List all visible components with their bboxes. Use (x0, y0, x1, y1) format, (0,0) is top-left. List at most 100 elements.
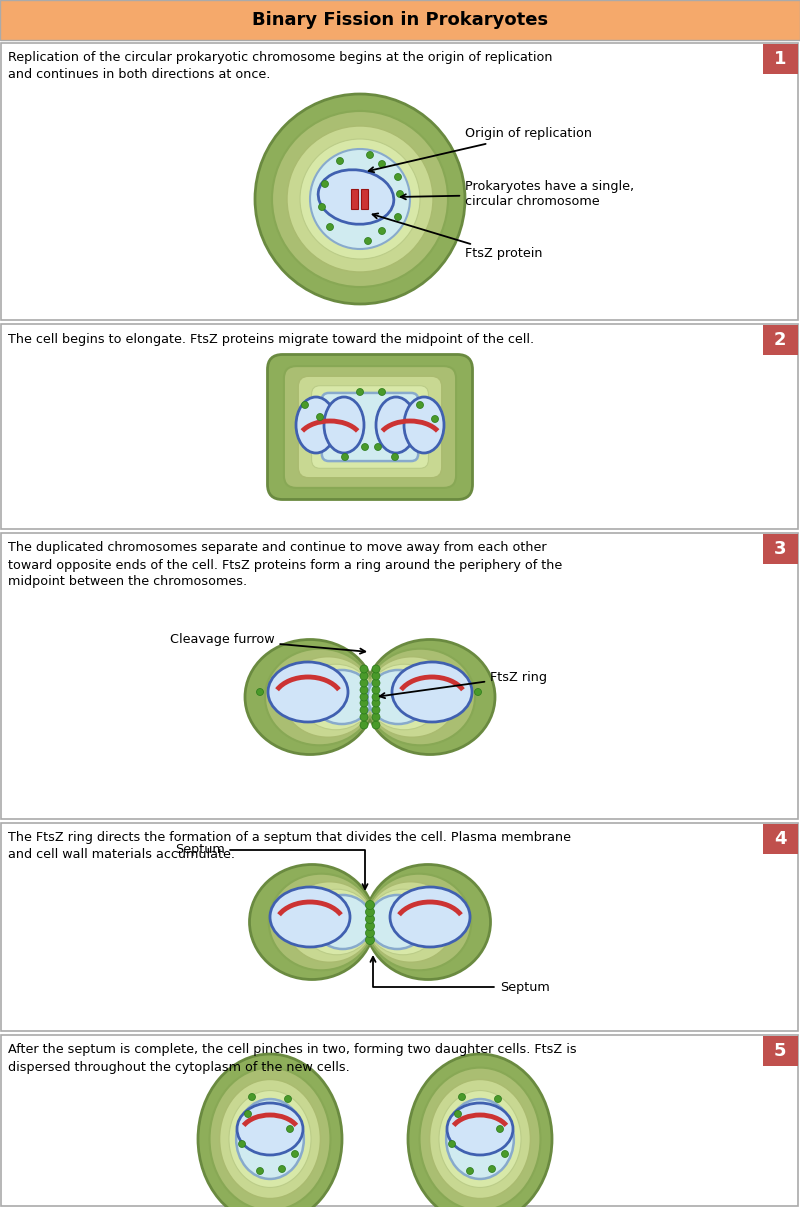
Circle shape (372, 713, 380, 721)
Ellipse shape (314, 894, 372, 949)
FancyBboxPatch shape (1, 1034, 798, 1206)
Circle shape (249, 1094, 255, 1101)
Text: Replication of the circular prokaryotic chromosome begins at the origin of repli: Replication of the circular prokaryotic … (8, 52, 553, 64)
Ellipse shape (446, 1100, 514, 1179)
Circle shape (378, 161, 386, 168)
Circle shape (257, 688, 263, 695)
Ellipse shape (367, 890, 438, 955)
Text: Origin of replication: Origin of replication (369, 128, 592, 173)
Ellipse shape (439, 1091, 521, 1188)
Text: FtsZ ring: FtsZ ring (380, 671, 547, 698)
Circle shape (326, 223, 334, 231)
Circle shape (365, 238, 371, 245)
Text: Binary Fission in Prokaryotes: Binary Fission in Prokaryotes (252, 11, 548, 29)
Ellipse shape (229, 1091, 311, 1188)
Text: Septum: Septum (175, 844, 367, 890)
Ellipse shape (250, 864, 374, 980)
Circle shape (366, 900, 374, 910)
Circle shape (474, 688, 482, 695)
FancyBboxPatch shape (1, 43, 798, 320)
Circle shape (357, 389, 363, 396)
Circle shape (366, 915, 374, 923)
Ellipse shape (324, 397, 364, 453)
FancyBboxPatch shape (298, 377, 442, 478)
Text: After the septum is complete, the cell pinches in two, forming two daughter cell: After the septum is complete, the cell p… (8, 1044, 577, 1056)
Circle shape (360, 680, 368, 687)
Circle shape (366, 921, 374, 931)
Ellipse shape (245, 640, 375, 754)
Ellipse shape (318, 170, 394, 225)
Text: 5: 5 (774, 1042, 786, 1060)
Text: toward opposite ends of the cell. FtsZ proteins form a ring around the periphery: toward opposite ends of the cell. FtsZ p… (8, 559, 562, 571)
FancyBboxPatch shape (351, 189, 358, 209)
Circle shape (286, 1125, 294, 1132)
Circle shape (502, 1150, 509, 1158)
Ellipse shape (237, 1103, 303, 1155)
Circle shape (394, 214, 402, 221)
Ellipse shape (268, 661, 348, 722)
Circle shape (310, 148, 410, 249)
Ellipse shape (392, 661, 472, 722)
Circle shape (300, 139, 420, 260)
Circle shape (366, 152, 374, 158)
Circle shape (360, 672, 368, 680)
Circle shape (372, 721, 380, 729)
Text: The duplicated chromosomes separate and continue to move away from each other: The duplicated chromosomes separate and … (8, 542, 546, 554)
Text: 4: 4 (774, 830, 786, 849)
Ellipse shape (419, 1068, 541, 1207)
FancyBboxPatch shape (763, 533, 798, 564)
Ellipse shape (408, 1054, 552, 1207)
FancyBboxPatch shape (311, 386, 429, 468)
Circle shape (417, 402, 423, 408)
Ellipse shape (368, 670, 429, 724)
Text: midpoint between the chromosomes.: midpoint between the chromosomes. (8, 576, 247, 589)
Circle shape (360, 686, 368, 694)
FancyBboxPatch shape (763, 824, 798, 855)
Ellipse shape (367, 664, 442, 730)
Circle shape (342, 454, 349, 461)
FancyBboxPatch shape (322, 393, 418, 461)
Ellipse shape (296, 397, 336, 453)
Text: 3: 3 (774, 540, 786, 558)
Ellipse shape (298, 664, 373, 730)
Circle shape (372, 706, 380, 715)
Circle shape (255, 94, 465, 304)
Circle shape (489, 1166, 495, 1172)
Ellipse shape (282, 657, 374, 737)
Circle shape (372, 693, 380, 701)
Circle shape (372, 699, 380, 707)
Circle shape (317, 414, 323, 420)
Circle shape (497, 1125, 503, 1132)
Text: and continues in both directions at once.: and continues in both directions at once… (8, 69, 270, 82)
Ellipse shape (366, 657, 458, 737)
Text: The FtsZ ring directs the formation of a septum that divides the cell. Plasma me: The FtsZ ring directs the formation of a… (8, 832, 571, 845)
FancyBboxPatch shape (763, 325, 798, 355)
Circle shape (238, 1141, 246, 1148)
FancyBboxPatch shape (0, 0, 800, 40)
Circle shape (431, 415, 438, 422)
Circle shape (397, 191, 403, 198)
Ellipse shape (447, 1103, 513, 1155)
Text: Prokaryotes have a single,
circular chromosome: Prokaryotes have a single, circular chro… (401, 180, 634, 208)
Circle shape (360, 693, 368, 701)
Circle shape (372, 680, 380, 687)
Ellipse shape (365, 640, 495, 754)
Circle shape (362, 443, 369, 450)
Circle shape (360, 721, 368, 729)
Ellipse shape (210, 1068, 330, 1207)
FancyBboxPatch shape (1, 533, 798, 820)
Circle shape (360, 706, 368, 715)
FancyBboxPatch shape (284, 366, 456, 488)
Text: The cell begins to elongate. FtsZ proteins migrate toward the midpoint of the ce: The cell begins to elongate. FtsZ protei… (8, 332, 534, 345)
FancyBboxPatch shape (1, 823, 798, 1031)
Text: 2: 2 (774, 331, 786, 349)
FancyBboxPatch shape (763, 43, 798, 74)
Circle shape (372, 665, 380, 674)
Circle shape (449, 1141, 455, 1148)
Circle shape (366, 908, 374, 916)
Circle shape (360, 699, 368, 707)
Ellipse shape (366, 874, 471, 970)
Circle shape (366, 935, 374, 945)
Text: and cell wall materials accumulate.: and cell wall materials accumulate. (8, 849, 235, 862)
FancyBboxPatch shape (1, 323, 798, 529)
